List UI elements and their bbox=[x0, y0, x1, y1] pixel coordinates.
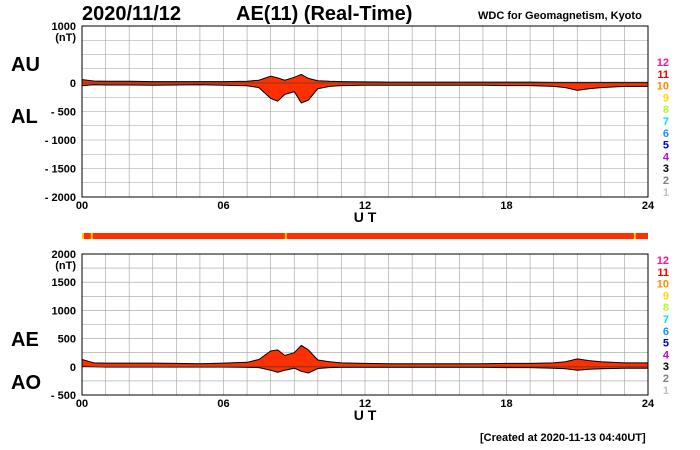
y-tick-label: - 1500 bbox=[45, 164, 76, 176]
y-axis-unit: (nT) bbox=[55, 32, 76, 44]
x-axis-label: U T bbox=[354, 407, 377, 423]
y-tick-label: 1500 bbox=[52, 277, 76, 289]
x-tick-label: 18 bbox=[500, 200, 512, 212]
station-legend-item: 4 bbox=[663, 151, 670, 163]
station-legend-item: 1 bbox=[663, 187, 669, 199]
station-legend-item: 3 bbox=[663, 361, 669, 373]
station-legend-item: 7 bbox=[663, 116, 669, 128]
station-legend-item: 11 bbox=[657, 267, 669, 279]
x-tick-label: 00 bbox=[76, 200, 88, 212]
y-tick-label: - 500 bbox=[51, 107, 76, 119]
station-legend-item: 11 bbox=[657, 69, 669, 81]
x-tick-label: 06 bbox=[217, 398, 229, 410]
station-legend-item: 3 bbox=[663, 163, 669, 175]
station-legend-item: 5 bbox=[663, 338, 669, 350]
created-timestamp: [Created at 2020-11-13 04:40UT] bbox=[480, 432, 646, 444]
envelope-area-1 bbox=[82, 345, 648, 373]
series-line-au bbox=[81, 73, 648, 83]
station-legend-item: 8 bbox=[663, 302, 669, 314]
x-tick-label: 24 bbox=[642, 200, 655, 212]
plot-frame bbox=[81, 253, 649, 396]
y-tick-label: - 500 bbox=[51, 390, 76, 402]
x-tick-label: 18 bbox=[500, 398, 512, 410]
series-line-ae bbox=[81, 344, 648, 365]
index-label-au: AU bbox=[11, 54, 40, 76]
station-legend-item: 7 bbox=[663, 314, 669, 326]
station-legend-item: 2 bbox=[663, 175, 669, 187]
y-tick-label: 2000 bbox=[52, 249, 76, 261]
plot-frame bbox=[81, 25, 649, 198]
y-tick-label: 500 bbox=[58, 334, 76, 346]
y-tick-label: 0 bbox=[70, 78, 76, 90]
station-legend-item: 12 bbox=[657, 57, 669, 69]
x-tick-label: 12 bbox=[359, 200, 371, 212]
station-legend-item: 8 bbox=[663, 104, 669, 116]
station-data-strip-mark bbox=[82, 233, 84, 239]
data-source: WDC for Geomagnetism, Kyoto bbox=[478, 10, 642, 22]
chart-title: AE(11) (Real-Time) bbox=[236, 3, 413, 25]
x-axis-label: U T bbox=[354, 209, 377, 225]
index-label-ae: AE bbox=[11, 329, 39, 351]
station-legend-item: 9 bbox=[663, 92, 669, 104]
y-tick-label: - 2000 bbox=[45, 192, 76, 204]
x-tick-label: 06 bbox=[217, 200, 229, 212]
station-legend-item: 4 bbox=[663, 349, 670, 361]
y-tick-label: 0 bbox=[70, 362, 76, 374]
station-legend-item: 5 bbox=[663, 140, 669, 152]
index-label-ao: AO bbox=[11, 372, 41, 394]
y-tick-label: 1000 bbox=[52, 21, 76, 33]
x-tick-label: 24 bbox=[642, 398, 655, 410]
station-legend-item: 10 bbox=[657, 279, 669, 291]
station-legend-item: 12 bbox=[657, 255, 669, 267]
station-legend-item: 6 bbox=[663, 326, 669, 338]
station-legend-item: 2 bbox=[663, 373, 669, 385]
chart-date: 2020/11/12 bbox=[82, 3, 181, 25]
y-axis-unit: (nT) bbox=[55, 260, 76, 272]
x-tick-label: 12 bbox=[359, 398, 371, 410]
station-data-strip-mark bbox=[633, 233, 636, 239]
x-tick-label: 00 bbox=[76, 398, 88, 410]
station-data-strip bbox=[82, 233, 648, 239]
y-tick-label: 1000 bbox=[52, 305, 76, 317]
station-legend-item: 1 bbox=[663, 385, 669, 397]
station-data-strip-mark bbox=[90, 233, 93, 239]
index-label-al: AL bbox=[11, 106, 38, 128]
station-legend-item: 10 bbox=[657, 81, 669, 93]
y-tick-label: - 1000 bbox=[45, 135, 76, 147]
station-legend-item: 9 bbox=[663, 290, 669, 302]
station-legend-item: 6 bbox=[663, 128, 669, 140]
series-line-al bbox=[81, 84, 648, 104]
station-data-strip-mark bbox=[284, 233, 287, 239]
